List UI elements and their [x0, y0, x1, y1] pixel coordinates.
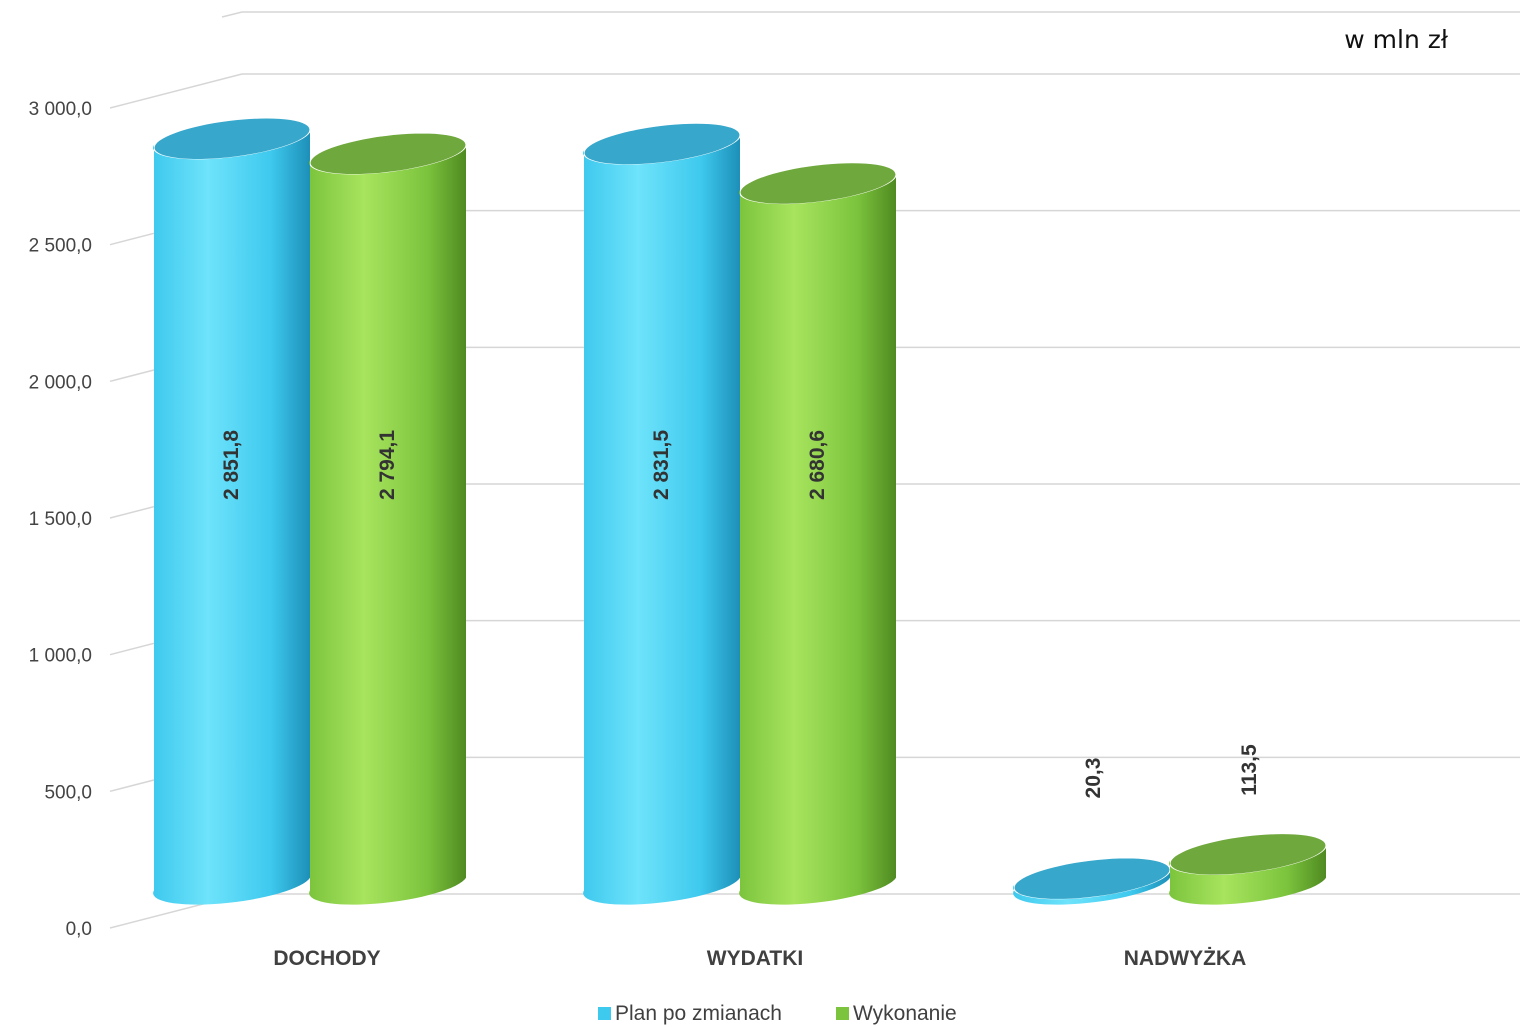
bar-body: [153, 132, 310, 904]
bar-wykonanie-wydatki: [738, 156, 897, 905]
legend: Plan po zmianach Wykonanie: [598, 1002, 957, 1025]
bar-plan-dochody: [152, 111, 311, 904]
bar-plan-wydatki: [582, 117, 741, 905]
data-label: 20,3: [1082, 758, 1105, 799]
y-tick-label: 1 500,0: [29, 509, 92, 530]
legend-swatch: [598, 1007, 611, 1020]
y-tick-label: 2 500,0: [29, 236, 92, 257]
y-tick-label: 1 000,0: [29, 646, 92, 667]
legend-label: Wykonanie: [853, 1002, 957, 1025]
data-label: 2 680,6: [806, 430, 829, 500]
unit-label: w mln zł: [1344, 25, 1449, 54]
legend-swatch: [836, 1007, 849, 1020]
y-tick-label: 2 000,0: [29, 372, 92, 393]
y-tick-label: 0,0: [66, 919, 92, 940]
bar-plan-nadwyżka: [1012, 851, 1171, 906]
bar-body: [739, 177, 896, 904]
data-label: 2 851,8: [220, 430, 243, 500]
y-axis: 0,0 500,0 1 000,0 1 500,0 2 000,0 2 500,0 3 00…: [29, 99, 92, 940]
x-category-label: WYDATKI: [707, 947, 803, 970]
x-category-label: DOCHODY: [273, 947, 380, 970]
data-label: 2 794,1: [376, 430, 399, 500]
bar-body: [583, 138, 740, 905]
y-tick-label: 500,0: [44, 782, 92, 803]
y-tick-label: 3 000,0: [29, 99, 92, 120]
x-category-label: NADWYŻKA: [1124, 947, 1246, 970]
legend-label: Plan po zmianach: [615, 1002, 782, 1025]
x-axis: DOCHODY WYDATKI NADWYŻKA: [273, 947, 1246, 970]
data-label: 2 831,5: [650, 430, 673, 500]
side-gridline: [110, 74, 242, 108]
bar-wykonanie-dochody: [308, 126, 467, 904]
wall-corner: [222, 12, 242, 17]
bars: 2 851,8 2 831,5 20,3 2 794,1 2 680,6 113,5: [152, 111, 1327, 906]
bar-body: [309, 148, 466, 905]
data-label: 113,5: [1238, 744, 1261, 796]
bar-wykonanie-nadwyżka: [1168, 827, 1327, 905]
